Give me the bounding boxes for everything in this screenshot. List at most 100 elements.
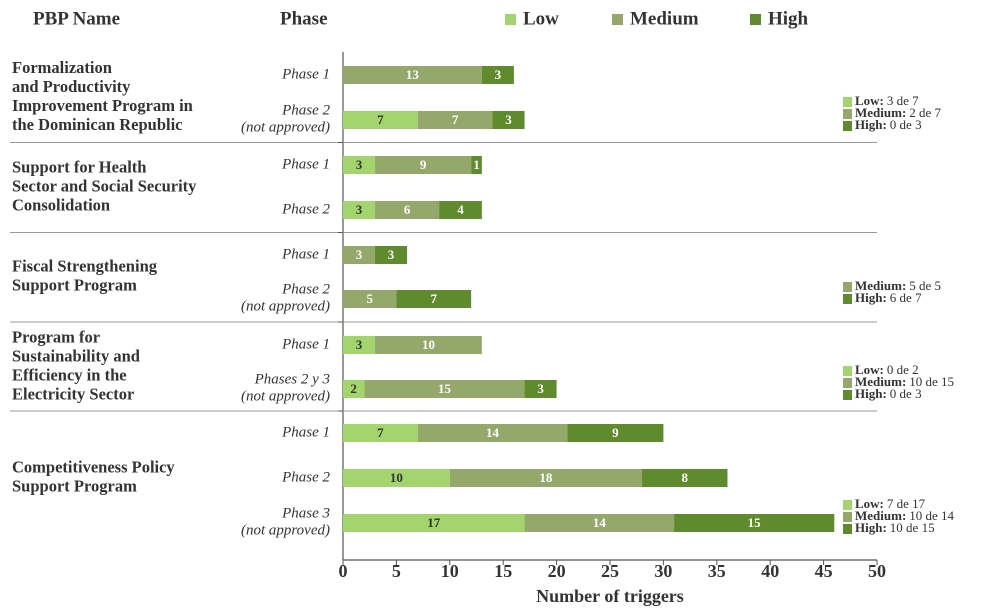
annotation-swatch <box>843 121 852 131</box>
bar-segment <box>364 380 525 398</box>
annotation-level: Medium: <box>855 508 906 523</box>
group-name: Support Program <box>12 275 137 294</box>
group-name: Efficiency in the <box>12 365 127 384</box>
header-name: PBP Name <box>33 8 120 29</box>
annotation-text: Medium: 10 de 15 <box>855 374 954 389</box>
bar-segment <box>343 290 397 308</box>
annotation-level: Low: <box>855 362 884 377</box>
phase-label: Phase 2 <box>281 281 330 297</box>
bar-segment <box>375 201 440 219</box>
bar-segment <box>492 111 525 129</box>
bar-value-label: 9 <box>612 425 619 440</box>
bar-value-label: 13 <box>406 67 420 82</box>
annotation-value: 0 de 2 <box>887 362 919 377</box>
bar-segment <box>343 469 450 487</box>
legend-swatch <box>505 14 516 25</box>
legend-label: Medium <box>630 8 699 29</box>
annotation-text: Low: 0 de 2 <box>855 362 919 377</box>
bar-segment <box>343 246 376 264</box>
group-name: Competitiveness Policy <box>12 457 175 476</box>
bar-value-label: 10 <box>390 470 403 485</box>
group-name: and Productivity <box>12 77 131 96</box>
annotation-swatch <box>843 366 852 376</box>
group-name: Program for <box>12 327 100 346</box>
bar-segment <box>449 469 643 487</box>
annotation-swatch <box>843 378 852 388</box>
bar-value-label: 14 <box>593 515 607 530</box>
x-tick-label: 20 <box>548 561 566 581</box>
annotation-swatch <box>843 500 852 510</box>
bar-value-label: 5 <box>366 291 373 306</box>
annotation-text: High: 0 de 3 <box>855 386 922 401</box>
x-tick-label: 50 <box>868 561 886 581</box>
bar-value-label: 3 <box>356 157 363 172</box>
annotation-text: High: 6 de 7 <box>855 290 922 305</box>
annotation-value: 5 de 5 <box>909 278 941 293</box>
bar-segment <box>343 201 376 219</box>
bar-value-label: 7 <box>377 112 384 127</box>
phase-label: Phase 3 <box>281 505 330 521</box>
bar-value-label: 3 <box>356 337 363 352</box>
bar-segment <box>375 246 408 264</box>
bar-value-label: 3 <box>356 202 363 217</box>
header-phase: Phase <box>280 8 328 29</box>
bar-value-label: 3 <box>505 112 512 127</box>
annotation-text: Medium: 5 de 5 <box>855 278 941 293</box>
group-name: Support Program <box>12 476 137 495</box>
group-name: Improvement Program in <box>12 96 193 115</box>
group-name: Sector and Social Security <box>12 176 197 195</box>
group-name: Fiscal Strengthening <box>12 256 158 275</box>
annotation-level: Low: <box>855 93 884 108</box>
bar-segment <box>439 201 482 219</box>
annotation-swatch <box>843 294 852 304</box>
annotation-value: 10 de 14 <box>909 508 954 523</box>
bar-segment <box>343 336 376 354</box>
phase-label: Phase 2 <box>281 102 330 118</box>
bar-segment <box>343 380 365 398</box>
annotation-level: High: <box>855 386 887 401</box>
bar-value-label: 15 <box>748 515 762 530</box>
bar-value-label: 17 <box>427 515 441 530</box>
annotation-swatch <box>843 512 852 522</box>
x-tick-label: 40 <box>761 561 779 581</box>
bar-segment <box>567 424 664 442</box>
bar-value-label: 15 <box>438 381 452 396</box>
bar-value-label: 7 <box>377 425 384 440</box>
legend-swatch <box>612 14 623 25</box>
bar-segment <box>343 424 418 442</box>
bar-value-label: 2 <box>350 381 357 396</box>
bar-segment <box>343 156 376 174</box>
annotation-value: 0 de 3 <box>890 386 922 401</box>
x-tick-label: 0 <box>339 561 348 581</box>
legend-swatch <box>750 14 761 25</box>
x-tick-label: 15 <box>494 561 512 581</box>
x-tick-label: 35 <box>708 561 726 581</box>
annotation-text: Medium: 10 de 14 <box>855 508 955 523</box>
annotation-value: 2 de 7 <box>909 105 941 120</box>
bar-value-label: 7 <box>431 291 438 306</box>
bar-segment <box>343 66 482 84</box>
phase-label: Phase 1 <box>281 246 330 262</box>
legend-label: Low <box>523 8 559 29</box>
annotation-value: 3 de 7 <box>887 93 919 108</box>
bar-segment <box>375 336 482 354</box>
phase-label: Phases 2 y 3 <box>254 371 330 387</box>
bar-value-label: 9 <box>420 157 427 172</box>
x-tick-label: 45 <box>815 561 833 581</box>
group-name: Formalization <box>12 58 112 77</box>
legend-label: High <box>768 8 809 29</box>
x-tick-label: 5 <box>392 561 401 581</box>
group-name: Sustainability and <box>12 346 140 365</box>
group-name: the Dominican Republic <box>12 115 183 134</box>
phase-label: Phase 1 <box>281 424 330 440</box>
bar-segment <box>375 156 472 174</box>
annotation-value: 6 de 7 <box>890 290 922 305</box>
annotation-swatch <box>843 524 852 534</box>
annotation-level: High: <box>855 520 887 535</box>
phase-label: Phase 2 <box>281 469 330 485</box>
bar-segment <box>524 514 675 532</box>
annotation-swatch <box>843 109 852 119</box>
annotation-swatch <box>843 97 852 107</box>
annotation-text: High: 0 de 3 <box>855 117 922 132</box>
bar-value-label: 6 <box>404 202 411 217</box>
